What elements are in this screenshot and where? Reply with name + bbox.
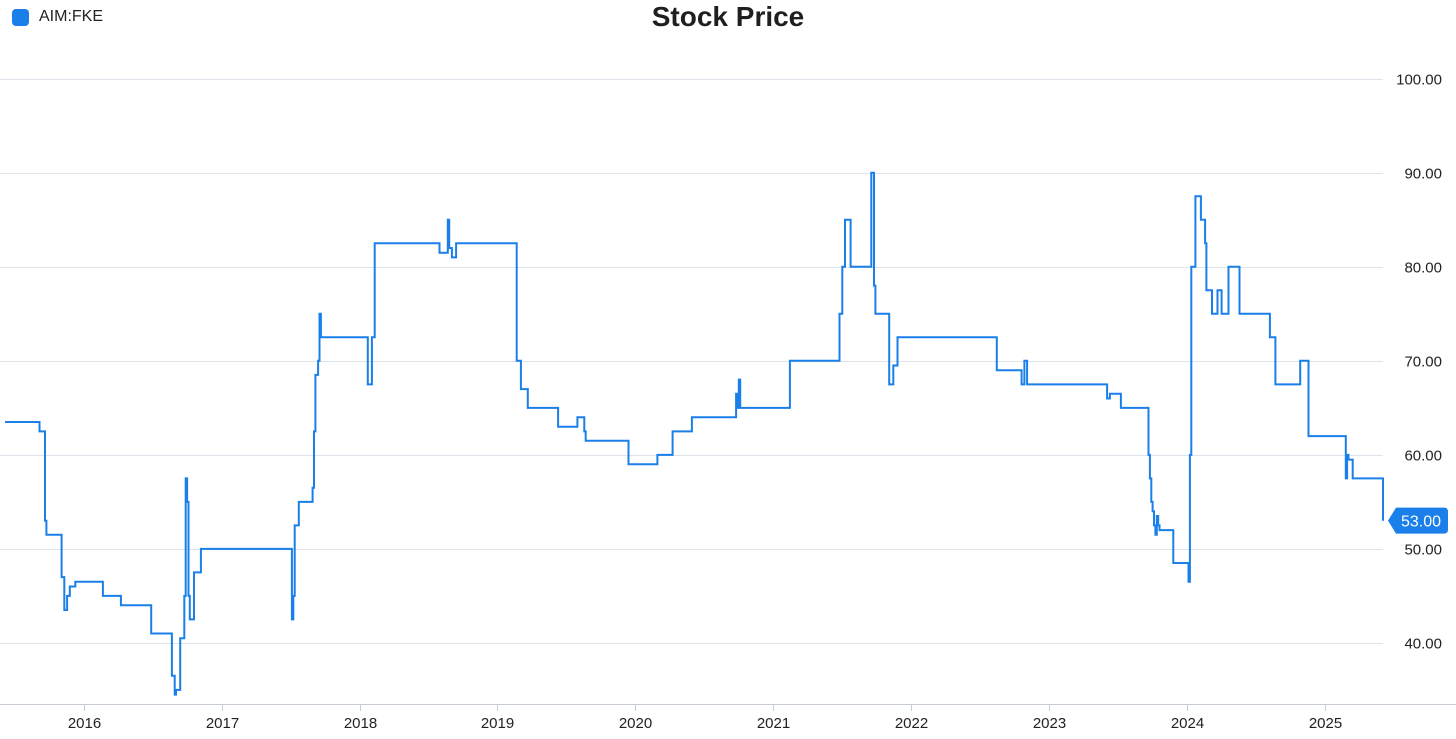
legend-swatch: [12, 8, 29, 26]
tick-labels: 40.00 50.00 60.00 70.00 80.00 90.00 100.00 2016…: [68, 72, 1442, 733]
series-line-aim-fke: [5, 171, 1384, 696]
y-tick-label: 80.00: [1404, 260, 1442, 277]
x-tick-label: 2017: [206, 715, 239, 732]
legend[interactable]: AIM:FKE: [12, 8, 103, 26]
x-tick-label: 2018: [344, 715, 377, 732]
y-tick-label: 70.00: [1404, 354, 1442, 371]
grid-lines: [0, 79, 1383, 644]
series-layer: [5, 171, 1384, 696]
x-tick-label: 2019: [481, 715, 514, 732]
x-tick-label: 2016: [68, 715, 101, 732]
last-value-badge-shape: [1388, 507, 1448, 534]
x-tick-label: 2025: [1309, 715, 1342, 732]
y-tick-label: 40.00: [1404, 636, 1442, 653]
y-tick-label: 60.00: [1404, 448, 1442, 465]
x-tick-label: 2021: [757, 715, 790, 732]
last-value-badge: 53.00: [1388, 507, 1448, 534]
legend-label-aim-fke: AIM:FKE: [39, 8, 104, 25]
y-tick-label: 100.00: [1396, 72, 1442, 89]
x-tick-label: 2024: [1171, 715, 1204, 732]
x-axis: [0, 704, 1456, 711]
y-tick-label: 90.00: [1404, 166, 1442, 183]
last-value-label: 53.00: [1401, 514, 1441, 531]
x-tick-label: 2022: [895, 715, 928, 732]
x-tick-label: 2023: [1033, 715, 1066, 732]
y-tick-label: 50.00: [1404, 542, 1442, 559]
chart-title: Stock Price: [651, 1, 805, 32]
x-tick-label: 2020: [619, 715, 652, 732]
